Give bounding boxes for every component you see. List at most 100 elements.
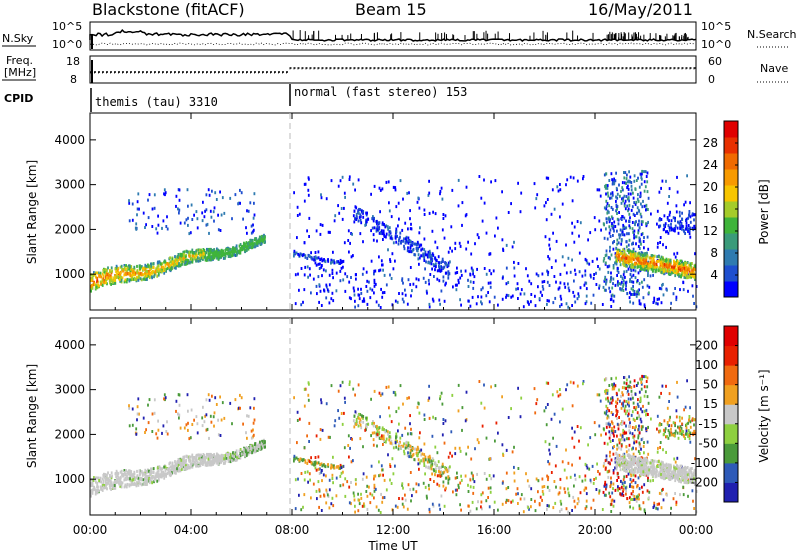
velocity-cell [527,479,529,482]
velocity-cell [577,502,579,505]
power-cell [332,292,334,295]
velocity-cell [257,445,259,448]
velocity-cell [472,492,474,495]
velocity-cell [300,457,302,460]
power-cell [602,303,604,306]
nsearch-line [90,43,696,46]
power-cell [605,193,607,196]
velocity-cell [202,406,204,409]
velocity-cell [212,454,214,457]
velocity-cell [373,438,375,441]
power-cell [671,265,673,268]
velocity-cell [245,431,247,434]
power-cell [489,300,491,303]
power-cell [559,286,561,289]
velocity-cell [467,484,469,487]
velocity-cell [259,445,261,448]
power-cell [214,191,216,194]
power-cell [383,233,385,236]
velocity-cell [465,475,467,478]
velocity-cell [179,404,181,407]
velocity-cell [560,478,562,481]
velocity-cell [487,496,489,499]
power-cell [523,305,525,308]
power-cell [659,191,661,194]
power-cell [432,230,434,233]
power-cell [566,271,568,274]
velocity-cell [467,505,469,508]
power-cell [609,257,611,260]
power-cell [689,232,691,235]
power-cell [548,244,550,247]
velocity-cell [490,385,492,388]
power-cell [202,201,204,204]
power-cell [606,250,608,253]
power-cell [565,244,567,247]
power-cell [354,300,356,303]
velocity-cell [327,463,329,466]
velocity-cell [96,491,98,494]
power-cell [607,187,609,190]
velocity-cell [579,457,581,460]
power-cell [555,259,557,262]
power-cell [686,221,688,224]
power-cell [623,283,625,286]
velocity-cell [307,394,309,397]
velocity-cell [178,414,180,417]
velocity-cell [329,488,331,491]
power-cell [570,271,572,274]
power-cell [428,180,430,183]
power-cell [432,211,434,214]
velocity-cell [484,472,486,475]
velocity-cell [241,453,243,456]
power-cell [172,260,174,263]
power-cell [433,275,435,278]
velocity-cell [494,440,496,443]
colorbar-swatch [724,121,738,138]
velocity-cell [630,474,632,477]
power-cell [648,267,650,270]
power-cell [393,267,395,270]
velocity-cell [141,478,143,481]
power-cell [336,272,338,275]
power-cell [379,210,381,213]
velocity-cell [195,455,197,458]
power-cell [250,240,252,243]
velocity-cell [402,403,404,406]
velocity-cell [259,441,261,444]
power-cell [332,272,334,275]
power-cell [643,278,645,281]
power-cell [149,193,151,196]
power-cell [608,179,610,182]
power-cell [251,232,253,235]
power-cell [566,302,568,305]
power-cell [395,230,397,233]
power-cell [616,274,618,277]
power-cell [632,227,634,230]
velocity-cell [223,417,225,420]
power-cell [645,185,647,188]
power-cell [619,259,621,262]
power-cell [321,196,323,199]
power-cell [304,200,306,203]
power-cell [638,200,640,203]
power-cell [622,261,624,264]
velocity-cell [334,424,336,427]
power-cell [626,177,628,180]
velocity-cell [360,424,362,427]
power-cell [212,249,214,252]
velocity-cell [250,445,252,448]
velocity-cell [229,456,231,459]
velocity-cell [432,457,434,460]
velocity-cell [632,507,634,510]
nsearch-tick-bottom: 10^0 [701,38,731,51]
power-cell [689,236,691,239]
power-cell [488,282,490,285]
power-cell [606,205,608,208]
velocity-cell [459,447,461,450]
power-cell [395,241,397,244]
power-cell [135,278,137,281]
velocity-cell [442,463,444,466]
power-cell [611,206,613,209]
